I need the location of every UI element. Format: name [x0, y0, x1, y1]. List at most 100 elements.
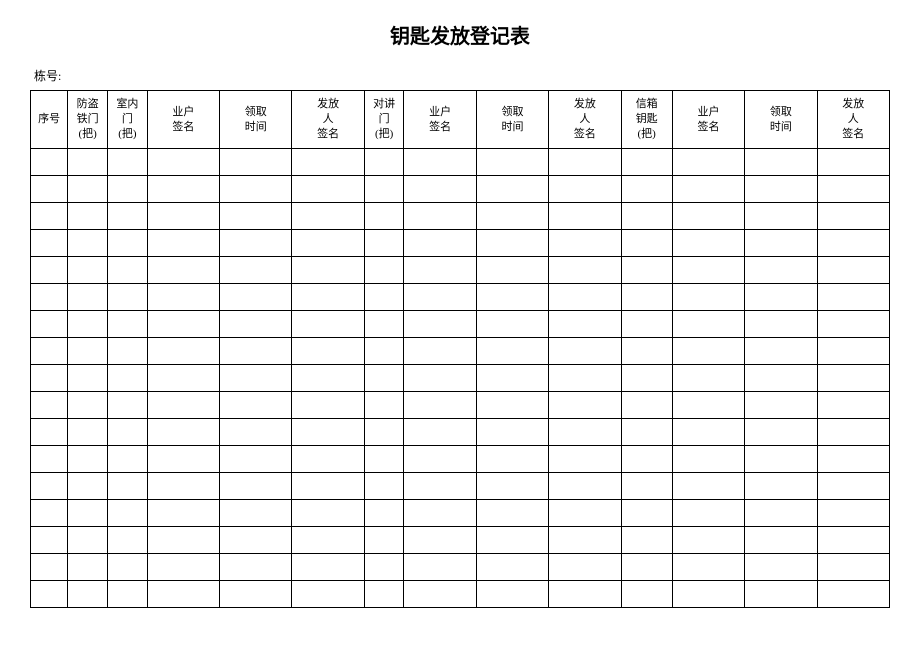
table-cell — [672, 284, 744, 311]
table-cell — [108, 500, 148, 527]
table-cell — [147, 500, 219, 527]
table-cell — [549, 149, 621, 176]
table-cell — [745, 527, 817, 554]
table-cell — [672, 581, 744, 608]
table-cell — [817, 554, 889, 581]
table-cell — [621, 284, 672, 311]
table-cell — [220, 338, 292, 365]
table-cell — [672, 257, 744, 284]
table-cell — [108, 230, 148, 257]
table-cell — [68, 446, 108, 473]
table-cell — [404, 176, 476, 203]
table-cell — [672, 203, 744, 230]
table-row — [31, 365, 890, 392]
table-cell — [621, 338, 672, 365]
table-cell — [108, 203, 148, 230]
table-cell — [68, 581, 108, 608]
table-cell — [364, 500, 404, 527]
table-row — [31, 581, 890, 608]
table-cell — [672, 527, 744, 554]
table-cell — [68, 500, 108, 527]
table-cell — [31, 230, 68, 257]
table-cell — [31, 338, 68, 365]
table-row — [31, 284, 890, 311]
table-header-row: 序号防盗铁门(把)室内门(把)业户签名领取时间发放人签名对讲门(把)业户签名领取… — [31, 91, 890, 149]
table-cell — [745, 419, 817, 446]
table-cell — [292, 419, 364, 446]
table-cell — [672, 473, 744, 500]
column-header: 防盗铁门(把) — [68, 91, 108, 149]
table-cell — [147, 554, 219, 581]
table-cell — [147, 311, 219, 338]
table-cell — [621, 581, 672, 608]
table-cell — [476, 203, 548, 230]
table-cell — [549, 446, 621, 473]
table-cell — [672, 392, 744, 419]
table-cell — [147, 284, 219, 311]
table-cell — [31, 527, 68, 554]
key-issuance-table: 序号防盗铁门(把)室内门(把)业户签名领取时间发放人签名对讲门(把)业户签名领取… — [30, 90, 890, 608]
table-cell — [404, 203, 476, 230]
table-cell — [621, 554, 672, 581]
table-cell — [745, 149, 817, 176]
table-cell — [292, 176, 364, 203]
table-cell — [31, 257, 68, 284]
table-cell — [147, 419, 219, 446]
column-header: 领取时间 — [745, 91, 817, 149]
table-cell — [549, 554, 621, 581]
table-cell — [549, 311, 621, 338]
table-cell — [108, 527, 148, 554]
table-cell — [220, 257, 292, 284]
table-cell — [745, 365, 817, 392]
table-cell — [672, 446, 744, 473]
table-cell — [549, 257, 621, 284]
table-cell — [68, 311, 108, 338]
table-cell — [672, 500, 744, 527]
table-cell — [68, 365, 108, 392]
table-cell — [404, 338, 476, 365]
table-cell — [220, 284, 292, 311]
table-cell — [147, 230, 219, 257]
table-cell — [621, 473, 672, 500]
column-header: 业户签名 — [404, 91, 476, 149]
table-cell — [68, 230, 108, 257]
table-cell — [672, 365, 744, 392]
table-cell — [108, 581, 148, 608]
table-cell — [672, 149, 744, 176]
table-cell — [549, 419, 621, 446]
column-header: 发放人签名 — [817, 91, 889, 149]
table-cell — [220, 392, 292, 419]
table-cell — [817, 149, 889, 176]
table-cell — [745, 230, 817, 257]
table-cell — [745, 581, 817, 608]
table-cell — [108, 419, 148, 446]
table-cell — [817, 392, 889, 419]
table-cell — [220, 473, 292, 500]
table-cell — [817, 284, 889, 311]
table-cell — [817, 527, 889, 554]
table-cell — [476, 176, 548, 203]
table-cell — [220, 230, 292, 257]
column-header: 序号 — [31, 91, 68, 149]
table-cell — [364, 365, 404, 392]
table-cell — [292, 338, 364, 365]
column-header: 领取时间 — [220, 91, 292, 149]
table-cell — [220, 149, 292, 176]
table-cell — [108, 338, 148, 365]
table-cell — [147, 392, 219, 419]
table-row — [31, 257, 890, 284]
table-cell — [817, 230, 889, 257]
table-cell — [745, 338, 817, 365]
table-cell — [31, 365, 68, 392]
table-cell — [404, 392, 476, 419]
table-cell — [672, 554, 744, 581]
table-cell — [672, 311, 744, 338]
table-cell — [745, 392, 817, 419]
table-cell — [292, 203, 364, 230]
table-cell — [404, 311, 476, 338]
table-cell — [68, 149, 108, 176]
table-cell — [147, 473, 219, 500]
table-cell — [108, 257, 148, 284]
table-cell — [476, 527, 548, 554]
table-cell — [476, 311, 548, 338]
